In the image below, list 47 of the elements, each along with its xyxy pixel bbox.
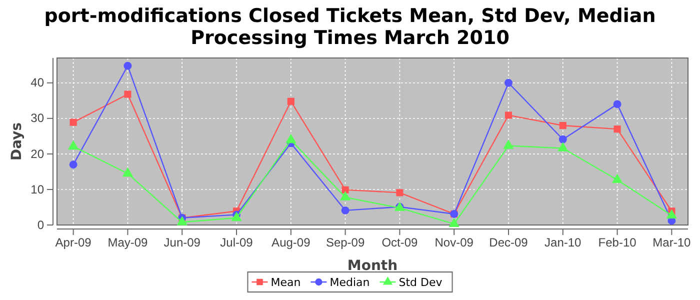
point bbox=[342, 186, 349, 194]
y-axis-title: Days bbox=[9, 122, 25, 161]
point bbox=[559, 122, 566, 130]
x-tick-label: May-09 bbox=[108, 236, 148, 250]
x-tick-label: Oct-09 bbox=[382, 236, 418, 250]
point bbox=[68, 140, 79, 150]
x-tick-label: Jan-10 bbox=[544, 236, 582, 250]
legend-label: Median bbox=[330, 276, 370, 289]
y-tick-label: 0 bbox=[37, 218, 44, 232]
point bbox=[558, 142, 568, 152]
point bbox=[504, 78, 512, 87]
point bbox=[614, 126, 621, 133]
legend-label: Mean bbox=[270, 276, 301, 289]
x-tick-label: Nov-09 bbox=[434, 236, 474, 250]
point bbox=[612, 174, 623, 183]
point bbox=[124, 90, 132, 98]
point bbox=[613, 100, 622, 108]
chart-title: port-modifications Closed Tickets Mean, Std Dev, Median Processing Times March 2010 bbox=[44, 5, 656, 49]
point bbox=[503, 140, 514, 149]
point bbox=[287, 98, 294, 105]
x-tick-label: Sep-09 bbox=[326, 236, 365, 250]
x-tick-label: Mar-10 bbox=[652, 236, 692, 250]
point bbox=[504, 112, 512, 119]
x-tick-label: Jul-09 bbox=[220, 236, 254, 250]
legend-label: Std Dev bbox=[398, 276, 443, 289]
point bbox=[122, 167, 134, 177]
y-tick-label: 10 bbox=[30, 182, 44, 196]
x-tick-label: Feb-10 bbox=[598, 236, 637, 250]
x-tick-label: Jun-09 bbox=[164, 236, 201, 250]
point bbox=[341, 206, 350, 214]
x-tick-label: Dec-09 bbox=[489, 236, 528, 250]
point bbox=[666, 209, 678, 219]
point bbox=[340, 191, 351, 200]
point bbox=[286, 134, 296, 144]
point bbox=[124, 62, 132, 70]
y-tick-label: 30 bbox=[30, 111, 44, 126]
x-tick-label: Apr-09 bbox=[55, 236, 92, 250]
x-tick-label: Aug-09 bbox=[272, 236, 311, 250]
point bbox=[448, 218, 460, 228]
y-tick-label: 20 bbox=[30, 146, 44, 161]
x-axis-title: Month bbox=[347, 258, 398, 274]
point bbox=[69, 160, 78, 169]
point bbox=[176, 216, 188, 226]
y-tick-label: 40 bbox=[30, 76, 44, 90]
point bbox=[70, 118, 77, 126]
point bbox=[558, 135, 567, 144]
point bbox=[396, 189, 404, 196]
